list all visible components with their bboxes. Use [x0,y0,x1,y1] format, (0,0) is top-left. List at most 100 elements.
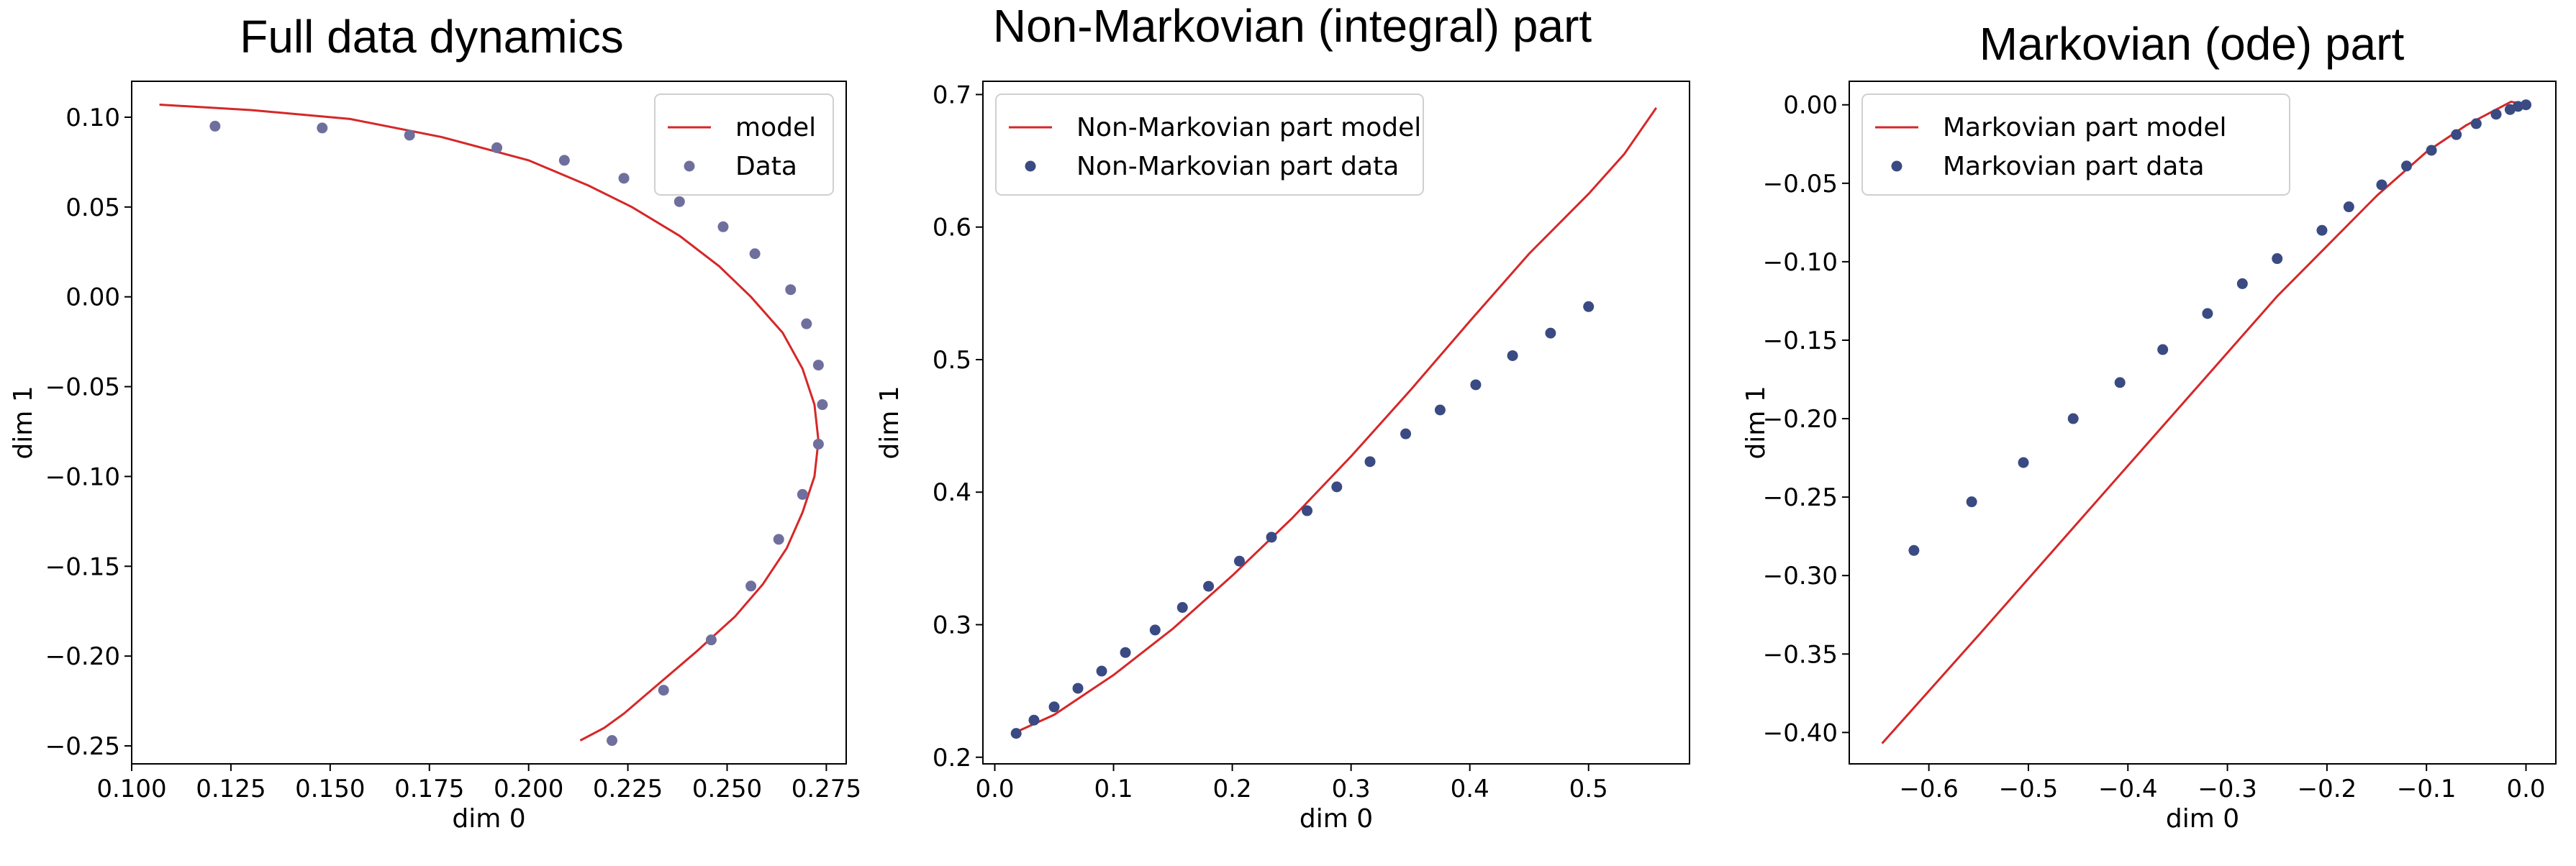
data-point [674,196,685,207]
data-point [1364,456,1376,468]
y-tick-label: −0.20 [1763,405,1838,434]
y-tick-label: −0.05 [1763,170,1838,199]
y-tick-label: −0.20 [45,642,120,671]
legend-marker-swatch [1025,160,1036,172]
legend-marker-swatch [684,160,695,172]
legend-box [654,94,834,196]
y-axis-label: dim 1 [9,386,38,459]
legend-marker-swatch [1891,160,1902,172]
series-line-0 [159,104,820,742]
data-point [1331,481,1343,493]
data-point [1966,496,1977,508]
x-tick-label: −0.1 [2397,775,2457,803]
x-tick-label: 0.275 [792,775,861,803]
data-point [1545,327,1556,339]
plot-frame [982,81,1690,765]
data-point [2236,278,2248,289]
data-point [745,580,757,592]
y-tick-label: −0.35 [1763,640,1838,669]
legend-entry: Non-Markovian part data [1076,152,1399,181]
data-point [2067,413,2079,424]
chart-title: Non-Markovian (integral) part [993,0,1592,52]
x-tick-label: 0.2 [1213,775,1252,803]
y-tick-label: 0.00 [65,283,120,312]
data-point [1176,602,1188,614]
data-point [801,318,812,329]
y-tick-label: −0.15 [45,552,120,581]
y-tick-label: 0.05 [65,193,120,222]
x-tick-label: −0.3 [2198,775,2257,803]
data-point [1266,532,1277,543]
legend-entry: Markovian part data [1943,152,2205,181]
data-point [2018,457,2029,468]
y-axis-label: dim 1 [875,386,904,459]
y-tick-label: −0.40 [1763,719,1838,747]
y-tick-label: −0.10 [45,462,120,491]
chart-full-data-dynamics: Full data dynamics 0.100 0.125 0.150 0.175 0.… [9,11,861,834]
x-axis-label: dim 0 [1300,804,1373,834]
x-tick-label: 0.125 [196,775,266,803]
x-tick-label: 0.3 [1332,775,1371,803]
data-point [491,142,503,153]
legend-box [995,94,1424,196]
data-point [2521,99,2532,111]
legend-entry: Markovian part model [1943,113,2227,142]
legend-entry: model [735,113,816,142]
x-tick-label: 0.200 [494,775,563,803]
data-point [812,438,824,450]
data-point [1908,544,1920,556]
data-point [2272,253,2283,265]
data-point [1048,701,1060,713]
x-tick-label: −0.4 [2098,775,2158,803]
data-point [658,685,669,696]
data-point [1400,428,1412,439]
x-tick-label: −0.5 [1999,775,2059,803]
data-point [812,360,824,371]
x-tick-label: 0.4 [1451,775,1489,803]
x-tick-label: 0.175 [394,775,464,803]
y-tick-label: −0.25 [1763,483,1838,512]
legend-entry: Non-Markovian part model [1076,113,1421,142]
y-tick-label: 0.4 [933,478,971,507]
data-point [209,120,221,132]
y-tick-label: −0.15 [1763,327,1838,355]
data-point [2343,201,2354,213]
y-tick-label: 0.7 [933,81,971,109]
y-tick-label: 0.2 [933,744,971,772]
data-point [2401,160,2413,172]
data-point [797,488,808,500]
data-point [1149,624,1161,636]
data-point [317,122,328,134]
legend-box [1861,94,2290,196]
x-tick-label: 0.0 [975,775,1014,803]
x-tick-label: 0.1 [1094,775,1133,803]
x-tick-label: 0.0 [2506,775,2545,803]
y-tick-label: −0.05 [45,373,120,402]
data-point [2114,377,2126,388]
chart-title: Markovian (ode) part [1979,18,2405,70]
chart-markovian-part: Markovian (ode) part −0.6 −0.5 −0.4 −0.3 −0.2… [1741,18,2557,834]
plot-frame [131,81,847,765]
x-tick-label: 0.5 [1569,775,1608,803]
data-point [2470,118,2482,129]
x-tick-label: −0.6 [1899,775,1959,803]
data-point [1010,728,1022,739]
data-point [607,735,618,747]
series-line-0 [1881,100,2526,744]
data-point [404,129,415,141]
data-point [2202,308,2213,319]
y-axis-label: dim 1 [1741,386,1771,459]
y-tick-label: 0.00 [1783,91,1838,120]
y-tick-label: −0.25 [45,732,120,761]
data-point [705,634,717,646]
plot-frame [1849,81,2557,765]
data-point [717,221,729,232]
data-point [749,248,761,260]
x-tick-label: 0.150 [295,775,365,803]
data-point [2157,344,2169,355]
series-line-0 [1015,107,1658,734]
x-tick-label: −0.2 [2298,775,2357,803]
data-point [618,173,630,184]
data-point [1028,714,1040,726]
